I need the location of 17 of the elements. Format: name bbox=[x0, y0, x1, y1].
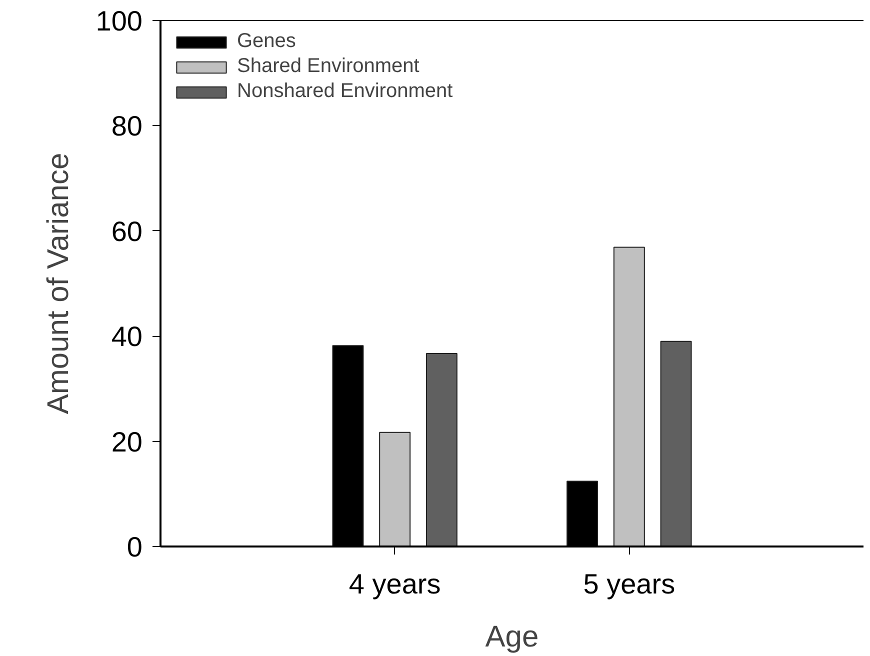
legend-label: Nonshared Environment bbox=[237, 80, 453, 103]
legend-label: Genes bbox=[237, 30, 296, 53]
y-tick-label: 0 bbox=[126, 532, 143, 562]
bar bbox=[660, 340, 692, 546]
bar bbox=[613, 246, 645, 546]
y-axis-title: Amount of Variance bbox=[42, 152, 75, 414]
bar bbox=[426, 352, 458, 546]
y-tick-label: 20 bbox=[111, 426, 143, 458]
x-axis-title: Age bbox=[485, 620, 539, 654]
y-tick-label: 40 bbox=[111, 321, 143, 352]
x-tick-label: 5 years bbox=[583, 568, 676, 600]
y-tick-label: 60 bbox=[111, 216, 143, 247]
x-tick-label: 4 years bbox=[348, 568, 441, 600]
bar bbox=[379, 432, 411, 546]
y-tick-label: 100 bbox=[96, 6, 142, 36]
y-tick-label: 80 bbox=[111, 110, 143, 142]
legend-label: Shared Environment bbox=[237, 55, 420, 78]
